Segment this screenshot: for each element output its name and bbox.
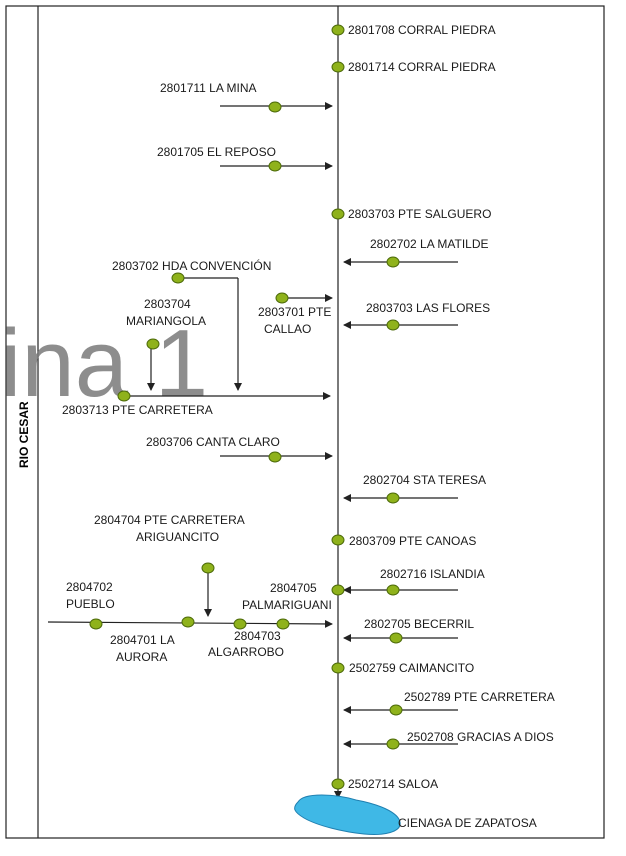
station-label: 2802705 BECERRIL (364, 617, 474, 631)
station-label: 2803703 LAS FLORES (366, 301, 490, 315)
river-label: RIO CESAR (17, 401, 31, 468)
station-node[interactable] (389, 632, 403, 644)
station-label: 2803703 PTE SALGUERO (348, 207, 491, 221)
station-label: 2802702 LA MATILDE (370, 237, 489, 251)
station-label: 2801714 CORRAL PIEDRA (348, 60, 496, 74)
station-label: 2804701 LA (110, 633, 175, 647)
station-label: 2803702 HDA CONVENCIÓN (112, 258, 271, 273)
station-label: MARIANGOLA (126, 314, 206, 328)
station-node[interactable] (181, 616, 195, 628)
station-node[interactable] (331, 534, 345, 546)
station-label: 2502714 SALOA (348, 777, 438, 791)
station-label: 2804703 (234, 629, 281, 643)
station-node[interactable] (386, 738, 400, 750)
station-label: 2801708 CORRAL PIEDRA (348, 23, 496, 37)
station-label: CALLAO (264, 322, 311, 336)
station-node[interactable] (331, 778, 345, 790)
station-label: 2802716 ISLANDIA (380, 567, 485, 581)
station-label: 2801705 EL REPOSO (157, 145, 276, 159)
station-node[interactable] (331, 584, 345, 596)
station-node[interactable] (331, 662, 345, 674)
station-node[interactable] (331, 208, 345, 220)
station-node[interactable] (386, 256, 400, 268)
station-node[interactable] (276, 618, 290, 630)
station-node[interactable] (201, 562, 215, 574)
station-node[interactable] (275, 292, 289, 304)
station-node[interactable] (268, 160, 282, 172)
station-label: ALGARROBO (208, 645, 284, 659)
station-label: 2804702 (66, 580, 113, 594)
station-labels: 2801708 CORRAL PIEDRA 2801714 CORRAL PIE… (62, 23, 555, 830)
station-node[interactable] (117, 390, 131, 402)
station-label: ARIGUANCITO (136, 530, 219, 544)
station-label: 2502759 CAIMANCITO (349, 661, 474, 675)
station-node[interactable] (331, 61, 345, 73)
station-label: 2801711 LA MINA (160, 81, 257, 95)
station-node[interactable] (389, 704, 403, 716)
station-label: 2804705 (270, 581, 317, 595)
station-node[interactable] (386, 319, 400, 331)
cienaga-lake-shape (294, 794, 401, 835)
station-node[interactable] (386, 492, 400, 504)
watermark-text: ina 1 (0, 310, 208, 417)
station-nodes (89, 24, 403, 790)
station-node[interactable] (233, 618, 247, 630)
station-node[interactable] (268, 101, 282, 113)
station-label: 2803709 PTE CANOAS (349, 534, 476, 548)
station-label: 2803706 CANTA CLARO (146, 435, 280, 449)
station-node[interactable] (386, 584, 400, 596)
diagram-frame (5, 5, 605, 839)
station-label: PUEBLO (66, 597, 115, 611)
station-node[interactable] (171, 272, 185, 284)
station-label: AURORA (116, 650, 167, 664)
station-node[interactable] (268, 451, 282, 463)
station-label: 2803713 PTE CARRETERA (62, 403, 213, 417)
station-label: 2803701 PTE (258, 305, 331, 319)
station-label: 2502789 PTE CARRETERA (404, 690, 555, 704)
station-node[interactable] (89, 618, 103, 630)
station-label: PALMARIGUANI (242, 598, 332, 612)
station-node[interactable] (146, 338, 160, 350)
lake-label: CIENAGA DE ZAPATOSA (398, 816, 537, 830)
station-label: 2802704 STA TERESA (363, 473, 486, 487)
station-label: 2502708 GRACIAS A DIOS (407, 730, 554, 744)
station-node[interactable] (331, 24, 345, 36)
station-label: 2803704 (144, 297, 191, 311)
station-label: 2804704 PTE CARRETERA (94, 513, 245, 527)
